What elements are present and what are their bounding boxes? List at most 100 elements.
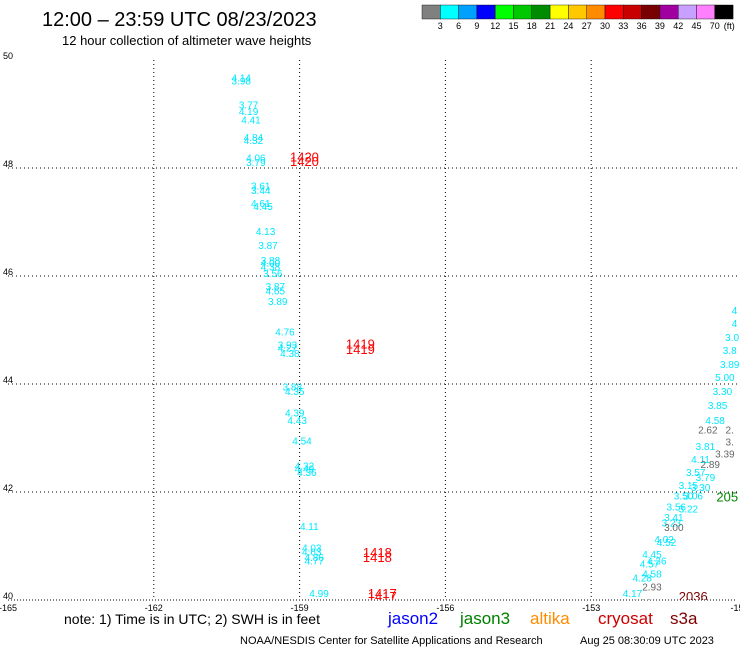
colorbar-swatch	[659, 4, 679, 20]
swh-value-label: 2.62	[698, 426, 718, 437]
swh-value-label: 3.39	[715, 449, 735, 460]
swh-value-label: 3.77	[239, 101, 259, 112]
time-label: 205	[716, 490, 738, 505]
x-tick-label: -153	[582, 603, 600, 613]
swh-value-label: 4.52	[657, 538, 677, 549]
colorbar-label: 27	[582, 21, 592, 31]
swh-value-label: 4.49	[295, 465, 315, 476]
colorbar-swatch	[623, 4, 642, 20]
swh-value-label: 3.30	[691, 483, 711, 494]
colorbar-label: 24	[563, 21, 573, 31]
swh-value-label: 3.85	[708, 401, 728, 412]
plot-area: -165-162-159-156-153-155048464442404.143…	[0, 51, 740, 613]
swh-value-label: 3.93	[278, 340, 298, 351]
colorbar-swatch	[495, 4, 514, 20]
y-tick-label: 50	[3, 51, 13, 61]
colorbar-swatch	[678, 4, 697, 20]
swh-value-label: 3.81	[696, 442, 716, 453]
swh-value-label: 4.14	[232, 74, 252, 85]
satellite-legend-s3a: s3a	[670, 609, 698, 628]
colorbar-swatch	[586, 4, 606, 20]
swh-value-label: 4.65	[266, 286, 286, 297]
time-label: 1420	[290, 150, 319, 165]
y-tick-label: 40	[3, 591, 13, 601]
colorbar-swatch	[458, 4, 478, 20]
footer-note: note: 1) Time is in UTC; 2) SWH is in fe…	[64, 611, 320, 627]
time-label: 1420	[290, 154, 319, 169]
x-tick-label: -15	[730, 603, 740, 613]
colorbar-swatch	[696, 4, 715, 20]
swh-value-label: 4.99	[309, 589, 329, 600]
swh-value-label: 2.93	[642, 582, 662, 593]
swh-value-label: 3.15	[679, 481, 699, 492]
colorbar-label: 18	[527, 21, 537, 31]
colorbar-swatch	[421, 4, 441, 20]
swh-value-label: 4.32	[295, 461, 315, 472]
swh-value-label: 5.00	[715, 373, 735, 384]
time-label: 1419	[346, 342, 375, 357]
time-label: 2036	[679, 589, 708, 604]
colorbar-label: 36	[637, 21, 647, 31]
colorbar-label: 42	[673, 21, 683, 31]
swh-value-label: 2.95	[632, 598, 652, 609]
y-tick-label: 46	[3, 267, 13, 277]
swh-value-label: 3.57	[686, 468, 706, 479]
colorbar-legend: 3 6 9 12 15 18 21 24 27 30 33 36 39 42 45 70 (ft)	[421, 4, 735, 31]
satellite-legend-jason2: jason2	[387, 609, 438, 628]
swh-value-label: 3.79	[696, 473, 716, 484]
chart-subtitle: 12 hour collection of altimeter wave hei…	[62, 33, 312, 48]
swh-value-label: 4.58	[642, 569, 662, 580]
swh-value-label: 4.11	[300, 522, 319, 533]
swh-value-label: 4.77	[304, 556, 324, 567]
swh-value-label: 3.56	[263, 269, 283, 280]
swh-value-label: 4.17	[623, 589, 643, 600]
colorbar-label: 70	[710, 21, 720, 31]
swh-value-label: 4.54	[292, 436, 312, 447]
colorbar-label: 3	[438, 21, 443, 31]
swh-value-label: 4.86	[304, 553, 324, 564]
data-labels: 4.143.983.774.194.414.844.324.063.793.61…	[232, 74, 740, 613]
swh-value-label: 4.35	[285, 387, 305, 398]
swh-value-label: 3.22	[679, 505, 699, 516]
x-tick-label: -159	[291, 603, 309, 613]
time-label: 1418	[363, 545, 392, 560]
satellite-legend-jason3: jason3	[459, 609, 510, 628]
swh-value-label: 4.02	[654, 535, 674, 546]
time-label: 1417	[368, 586, 397, 601]
swh-value-label: 4.36	[297, 468, 317, 479]
chart-title: 12:00 – 23:59 UTC 08/23/2023	[42, 9, 317, 31]
colorbar-swatch	[476, 4, 496, 20]
swh-value-label: 4.76	[275, 327, 295, 338]
time-label: 2037	[676, 598, 705, 613]
x-tick-label: -156	[436, 603, 454, 613]
swh-value-label: 4.27	[278, 344, 298, 355]
swh-value-label: 3.61	[251, 182, 271, 193]
swh-value-label: 4.03	[302, 543, 322, 554]
colorbar-swatch	[531, 4, 551, 20]
colorbar-swatch	[714, 4, 734, 20]
swh-value-label: 3.44	[251, 186, 271, 197]
swh-value-label: 2.89	[701, 460, 721, 471]
swh-value-label: 4.11	[691, 455, 710, 466]
swh-value-label: 3.79	[246, 158, 266, 169]
colorbar-label: 12	[490, 21, 500, 31]
colorbar-swatch	[513, 4, 532, 20]
swh-value-label: 3.87	[258, 241, 278, 252]
satellite-legend-altika: altika	[530, 609, 570, 628]
swh-value-label: 3.89	[720, 360, 740, 371]
swh-value-label: 4	[732, 319, 738, 330]
swh-value-label: 4.38	[261, 263, 281, 274]
swh-value-label: 3.0	[725, 333, 739, 344]
swh-value-label: 3.8	[723, 346, 737, 357]
swh-value-label: 4.38	[280, 349, 300, 360]
swh-value-label: 3.41	[664, 513, 684, 524]
colorbar-swatch	[440, 4, 459, 20]
swh-value-label: 3.88	[283, 382, 303, 393]
swh-value-label: 3.	[726, 438, 734, 449]
y-tick-label: 48	[3, 159, 13, 169]
swh-value-label: 3.88	[261, 256, 281, 267]
swh-value-label: 3.56	[667, 502, 687, 513]
swh-value-label: 4.43	[287, 416, 307, 427]
swh-value-label: 4.41	[241, 116, 261, 127]
